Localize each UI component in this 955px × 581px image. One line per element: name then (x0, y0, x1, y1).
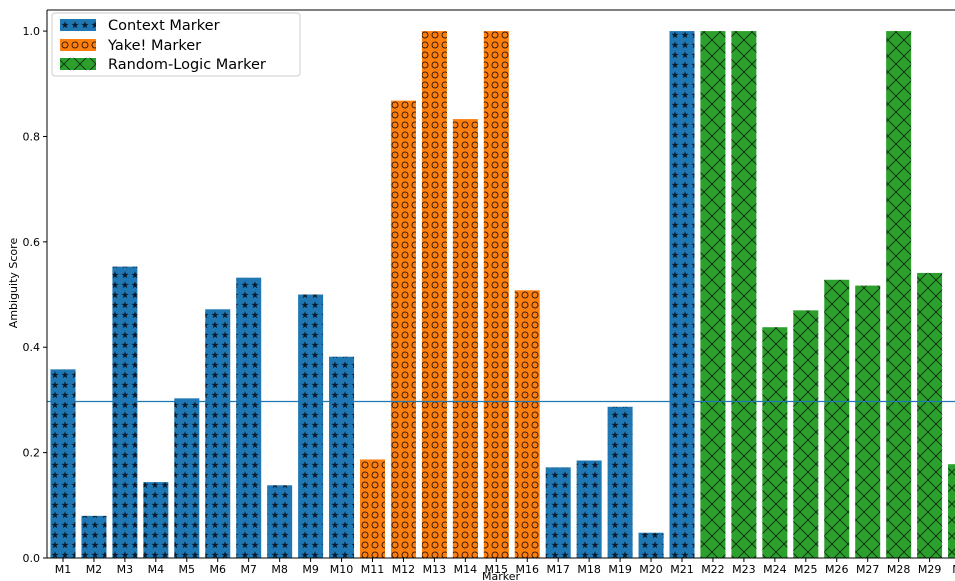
x-tick-label: M20 (639, 563, 663, 576)
x-tick-label: M7 (240, 563, 257, 576)
bar-m3 (112, 266, 138, 558)
legend-swatch-context (60, 19, 96, 31)
x-tick-label: M17 (546, 563, 570, 576)
y-tick-label: 0.0 (23, 552, 41, 565)
bar-m11 (360, 459, 385, 558)
x-tick-label: M8 (271, 563, 288, 576)
legend-label-context: Context Marker (108, 18, 220, 34)
x-tick-label: M19 (608, 563, 632, 576)
x-tick-label: M16 (516, 563, 540, 576)
bar-m14 (452, 119, 478, 558)
legend-label-yake: Yake! Marker (107, 38, 201, 54)
y-tick-label: 0.2 (23, 447, 41, 460)
bar-m17 (545, 467, 571, 558)
x-tick-label: M12 (392, 563, 416, 576)
bar-m13 (421, 31, 447, 558)
x-tick-label: M13 (423, 563, 447, 576)
bar-m2 (81, 515, 107, 558)
y-tick-label: 0.4 (23, 341, 41, 354)
legend: Context Marker Yake! Marker Random-Logic… (51, 12, 301, 77)
x-tick-label: M9 (302, 563, 319, 576)
x-tick-label: M26 (825, 563, 849, 576)
legend-frame (51, 12, 301, 77)
bar-m24 (762, 327, 788, 558)
legend-label-random: Random-Logic Marker (108, 57, 266, 73)
bar-m30 (948, 464, 955, 558)
bar-m21 (669, 31, 695, 558)
bar-m29 (917, 272, 943, 558)
bar-m16 (514, 290, 540, 558)
x-tick-label: M6 (210, 563, 227, 576)
y-tick-label: 0.6 (23, 236, 41, 249)
bar-m26 (824, 279, 850, 558)
bar-m10 (329, 356, 355, 558)
x-tick-label: M15 (485, 563, 509, 576)
x-tick-label: M4 (148, 563, 165, 576)
bar-m23 (731, 31, 757, 558)
legend-swatch-random (60, 58, 96, 70)
x-tick-label: M14 (454, 563, 478, 576)
x-axis-label: Marker (482, 570, 520, 581)
x-tick-label: M29 (918, 563, 942, 576)
x-tick-label: M28 (887, 563, 911, 576)
bar-m5 (174, 398, 200, 558)
y-tick-label: 0.8 (23, 130, 41, 143)
x-tick-label: M2 (86, 563, 103, 576)
bar-m22 (700, 31, 726, 558)
bar-m1 (50, 369, 76, 558)
bar-m6 (205, 309, 231, 558)
bar-m25 (793, 310, 819, 558)
bar-m12 (390, 100, 416, 558)
x-tick-label: M24 (763, 563, 787, 576)
bar-m27 (855, 285, 881, 558)
x-tick-label: M21 (670, 563, 694, 576)
bar-m19 (607, 406, 633, 558)
x-tick-label: M22 (701, 563, 725, 576)
bar-m7 (236, 277, 262, 558)
y-axis-label: Ambiguity Score (7, 238, 20, 329)
x-tick-label: M3 (952, 563, 955, 576)
x-tick-label: M3 (117, 563, 134, 576)
bar-m4 (143, 482, 169, 558)
x-tick-label: M23 (732, 563, 756, 576)
x-tick-label: M5 (179, 563, 196, 576)
x-tick-label: M11 (361, 563, 385, 576)
axes-group (46, 9, 955, 559)
bar-m8 (267, 485, 293, 558)
x-tick-label: M10 (330, 563, 354, 576)
bar-m15 (483, 31, 509, 558)
x-ticks: M1 M2 M3 M4 M5 M6 M7 M8 M9 M10 M11 M12 M13 M14 M15 M16 M… (55, 558, 955, 576)
y-ticks: 0.0 0.2 0.4 0.6 0.8 1.0 (23, 25, 47, 565)
bars-group (50, 31, 955, 558)
legend-swatch-yake (60, 39, 96, 51)
bar-m18 (576, 460, 602, 558)
y-tick-label: 1.0 (23, 25, 41, 38)
x-tick-label: M18 (577, 563, 601, 576)
bar-m9 (298, 294, 324, 558)
bar-m20 (638, 532, 664, 558)
bar-m28 (886, 31, 912, 558)
x-tick-label: M1 (55, 563, 72, 576)
x-tick-label: M25 (794, 563, 818, 576)
x-tick-label: M27 (856, 563, 880, 576)
